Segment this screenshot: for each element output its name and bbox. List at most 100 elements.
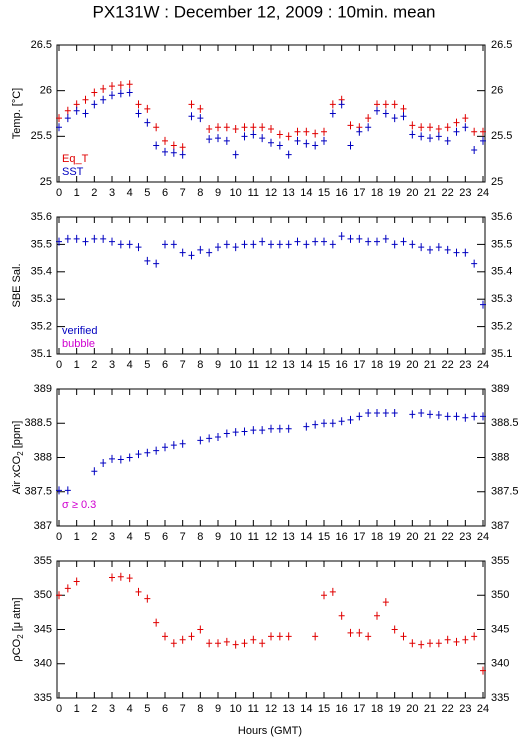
x-tick-label: 20 — [406, 703, 418, 715]
data-point — [64, 114, 71, 123]
data-point — [276, 632, 283, 641]
x-tick-label: 16 — [336, 531, 348, 543]
data-point — [117, 240, 124, 249]
x-tick-label: 12 — [265, 359, 277, 371]
x-tick-label: 1 — [74, 531, 80, 543]
y-tick-label-right: 350 — [491, 589, 509, 601]
x-tick-label: 8 — [197, 531, 203, 543]
data-point — [400, 112, 407, 121]
x-tick-label: 2 — [91, 703, 97, 715]
x-tick-label: 12 — [265, 187, 277, 199]
data-point — [365, 237, 372, 246]
x-tick-label: 1 — [74, 359, 80, 371]
data-point — [391, 114, 398, 123]
data-point — [117, 81, 124, 90]
data-point — [223, 637, 230, 646]
data-point — [162, 443, 168, 452]
data-point — [82, 109, 89, 118]
data-point — [462, 413, 469, 422]
data-point — [312, 632, 319, 641]
data-point — [215, 243, 221, 252]
data-point — [241, 639, 248, 648]
y-tick-label: 35.4 — [31, 266, 52, 278]
data-point — [303, 139, 310, 148]
y-tick-label-right: 388.5 — [491, 417, 519, 429]
x-tick-label: 1 — [74, 703, 80, 715]
data-point — [179, 150, 186, 159]
x-tick-label: 10 — [230, 187, 242, 199]
data-point — [73, 234, 80, 243]
y-tick-label-right: 35.1 — [491, 348, 512, 360]
x-tick-label: 13 — [283, 531, 295, 543]
data-point — [91, 100, 98, 109]
data-point — [197, 114, 204, 123]
data-point — [480, 136, 486, 145]
x-tick-label: 5 — [144, 531, 150, 543]
x-tick-label: 9 — [215, 359, 221, 371]
y-tick-label-right: 35.4 — [491, 266, 512, 278]
x-tick-label: 20 — [406, 187, 418, 199]
data-point — [73, 577, 80, 586]
data-point — [480, 127, 486, 136]
y-tick-label-right: 345 — [491, 623, 509, 635]
x-tick-label: 14 — [300, 531, 312, 543]
data-point — [170, 148, 177, 157]
x-tick-label: 15 — [318, 187, 330, 199]
y-tick-label-right: 389 — [491, 383, 509, 395]
data-point — [444, 412, 451, 421]
y-tick-label: 25 — [40, 176, 52, 188]
data-point — [276, 141, 283, 150]
data-point — [197, 104, 204, 113]
annotation: σ ≥ 0.3 — [62, 499, 96, 511]
data-point — [223, 136, 230, 145]
data-point — [435, 411, 442, 420]
data-point — [276, 130, 283, 139]
x-tick-label: 2 — [91, 359, 97, 371]
x-tick-label: 17 — [353, 703, 365, 715]
data-point — [109, 454, 115, 463]
x-tick-label: 21 — [424, 703, 436, 715]
x-tick-label: 16 — [336, 187, 348, 199]
data-point — [462, 114, 469, 123]
x-tick-label: 13 — [283, 703, 295, 715]
x-tick-label: 11 — [248, 531, 259, 543]
x-tick-label: 9 — [215, 531, 221, 543]
x-tick-label: 19 — [389, 359, 401, 371]
data-point — [135, 109, 142, 118]
data-point — [250, 240, 257, 249]
data-point — [144, 104, 151, 113]
x-tick-label: 8 — [197, 187, 203, 199]
data-point — [294, 127, 301, 136]
data-point — [409, 410, 416, 419]
x-tick-label: 4 — [127, 359, 133, 371]
data-point — [268, 632, 274, 641]
data-point — [215, 134, 221, 143]
data-point — [259, 639, 266, 648]
data-point — [365, 408, 372, 417]
data-point — [64, 584, 71, 593]
data-point — [347, 628, 354, 637]
data-point — [117, 455, 124, 464]
data-point — [250, 635, 257, 644]
x-tick-label: 10 — [230, 531, 242, 543]
x-tick-label: 9 — [215, 703, 221, 715]
data-point — [144, 594, 151, 603]
data-point — [285, 240, 292, 249]
data-point — [100, 234, 107, 243]
data-point — [418, 408, 425, 417]
y-axis-label-part: 2 — [16, 451, 25, 456]
x-tick-label: 19 — [389, 703, 401, 715]
y-tick-label: 35.6 — [31, 211, 52, 223]
x-tick-label: 7 — [180, 359, 186, 371]
x-tick-label: 20 — [406, 531, 418, 543]
x-tick-label: 15 — [318, 703, 330, 715]
data-point — [232, 640, 239, 649]
x-tick-label: 21 — [424, 531, 436, 543]
x-tick-label: 18 — [371, 187, 383, 199]
data-point — [347, 234, 354, 243]
data-point — [400, 632, 407, 641]
y-tick-label-right: 26 — [491, 85, 503, 97]
y-tick-label: 388.5 — [24, 417, 52, 429]
data-point — [91, 88, 98, 97]
y-tick-label: 35.3 — [31, 293, 52, 305]
